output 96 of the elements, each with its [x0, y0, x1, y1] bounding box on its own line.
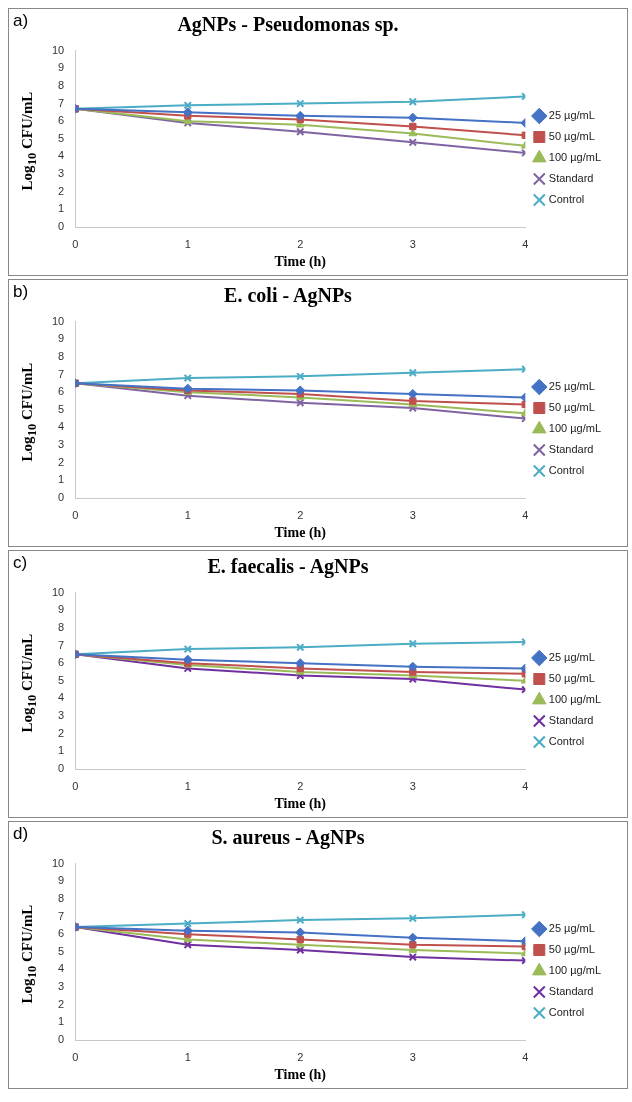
x-tick-label: 3: [409, 508, 416, 521]
x-axis-title: Time (h): [274, 254, 327, 271]
x-axis-title: Time (h): [274, 525, 327, 542]
y-tick-label: 5: [58, 402, 65, 415]
y-tick-label: 8: [58, 349, 65, 362]
y-tick-label: 2: [58, 455, 65, 468]
text: c): [13, 553, 28, 573]
legend-label: 100 µg/mL: [548, 964, 601, 977]
x-tick-label: 4: [522, 508, 529, 521]
y-tick-label: 2: [58, 997, 65, 1010]
legend-label: 50 µg/mL: [548, 672, 595, 685]
y-tick-label: 4: [58, 420, 65, 433]
y-tick-label: 7: [58, 96, 65, 109]
y-tick-label: 10: [51, 314, 65, 327]
legend-label: 50 µg/mL: [548, 130, 595, 143]
y-tick-label: 9: [58, 874, 65, 887]
y-tick-label: 3: [58, 167, 65, 180]
legend-label: 25 µg/mL: [548, 109, 595, 122]
y-tick-label: 6: [58, 114, 65, 127]
y-tick-label: 3: [58, 980, 65, 993]
y-tick-label: 6: [58, 927, 65, 940]
legend-label: 100 µg/mL: [548, 151, 601, 164]
y-tick-label: 1: [58, 202, 65, 215]
chart-title: S. aureus - AgNPs: [211, 826, 365, 848]
x-axis-title: Time (h): [274, 796, 327, 813]
y-tick-label: 7: [58, 909, 65, 922]
y-tick-label: 5: [58, 131, 65, 144]
y-tick-label: 0: [58, 491, 65, 504]
y-tick-label: 9: [58, 332, 65, 345]
x-tick-label: 4: [522, 779, 529, 792]
legend-label: Standard: [548, 714, 594, 727]
y-tick-label: 1: [58, 473, 65, 486]
y-tick-label: 4: [58, 962, 65, 975]
legend-label: 100 µg/mL: [548, 693, 601, 706]
chart-title: E. coli - AgNPs: [224, 284, 352, 306]
y-tick-label: 0: [58, 220, 65, 233]
y-tick-label: 8: [58, 891, 65, 904]
y-tick-label: 4: [58, 691, 65, 704]
y-tick-label: 4: [58, 149, 65, 162]
y-tick-label: 5: [58, 944, 65, 957]
legend-label: Control: [548, 1006, 585, 1019]
x-tick-label: 2: [297, 237, 304, 250]
y-tick-label: 8: [58, 620, 65, 633]
x-tick-label: 1: [184, 779, 191, 792]
y-tick-label: 10: [51, 585, 65, 598]
x-tick-label: 2: [297, 1050, 304, 1063]
x-tick-label: 1: [184, 508, 191, 521]
y-tick-label: 3: [58, 438, 65, 451]
x-tick-label: 4: [522, 1050, 529, 1063]
y-tick-label: 10: [51, 856, 65, 869]
x-tick-label: 3: [409, 1050, 416, 1063]
x-tick-label: 3: [409, 237, 416, 250]
y-tick-label: 5: [58, 673, 65, 686]
legend-label: Control: [548, 735, 585, 748]
x-tick-label: 4: [522, 237, 529, 250]
legend-label: Standard: [548, 985, 594, 998]
x-tick-label: 3: [409, 779, 416, 792]
y-tick-label: 0: [58, 1033, 65, 1046]
legend-label: Standard: [548, 443, 594, 456]
legend-label: 50 µg/mL: [548, 401, 595, 414]
y-tick-label: 9: [58, 603, 65, 616]
y-tick-label: 7: [58, 367, 65, 380]
y-tick-label: 2: [58, 726, 65, 739]
y-tick-label: 7: [58, 638, 65, 651]
x-tick-label: 2: [297, 508, 304, 521]
x-tick-label: 0: [72, 237, 79, 250]
y-tick-label: 1: [58, 744, 65, 757]
legend-label: 25 µg/mL: [548, 651, 595, 664]
text: b): [13, 282, 29, 302]
legend-label: Control: [548, 193, 585, 206]
x-axis-title: Time (h): [274, 1067, 327, 1084]
y-tick-label: 8: [58, 78, 65, 91]
legend-label: 100 µg/mL: [548, 422, 601, 435]
y-tick-label: 6: [58, 656, 65, 669]
chart-title: AgNPs - Pseudomonas sp.: [177, 13, 399, 35]
x-tick-label: 2: [297, 779, 304, 792]
text: a): [13, 11, 29, 31]
legend-label: Control: [548, 464, 585, 477]
legend-label: 25 µg/mL: [548, 380, 595, 393]
y-tick-label: 1: [58, 1015, 65, 1028]
legend-label: 25 µg/mL: [548, 922, 595, 935]
y-tick-label: 0: [58, 762, 65, 775]
y-tick-label: 6: [58, 385, 65, 398]
legend-label: 50 µg/mL: [548, 943, 595, 956]
chart-title: E. faecalis - AgNPs: [207, 555, 369, 577]
y-tick-label: 2: [58, 184, 65, 197]
x-tick-label: 1: [184, 237, 191, 250]
y-tick-label: 10: [51, 43, 65, 56]
text: d): [13, 824, 29, 844]
y-tick-label: 9: [58, 61, 65, 74]
legend-label: Standard: [548, 172, 594, 185]
x-tick-label: 0: [72, 508, 79, 521]
x-tick-label: 0: [72, 779, 79, 792]
x-tick-label: 0: [72, 1050, 79, 1063]
x-tick-label: 1: [184, 1050, 191, 1063]
y-tick-label: 3: [58, 709, 65, 722]
